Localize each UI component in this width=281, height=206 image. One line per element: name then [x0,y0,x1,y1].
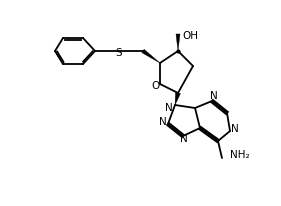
Text: OH: OH [182,31,198,41]
Text: S: S [116,48,122,58]
Text: N: N [231,124,239,134]
Polygon shape [175,92,180,105]
Polygon shape [176,34,180,51]
Text: N: N [159,117,167,127]
Polygon shape [142,49,160,63]
Text: O: O [151,81,159,91]
Text: N: N [210,91,218,101]
Text: N: N [180,134,188,144]
Text: NH₂: NH₂ [230,150,250,160]
Text: N: N [165,103,173,113]
